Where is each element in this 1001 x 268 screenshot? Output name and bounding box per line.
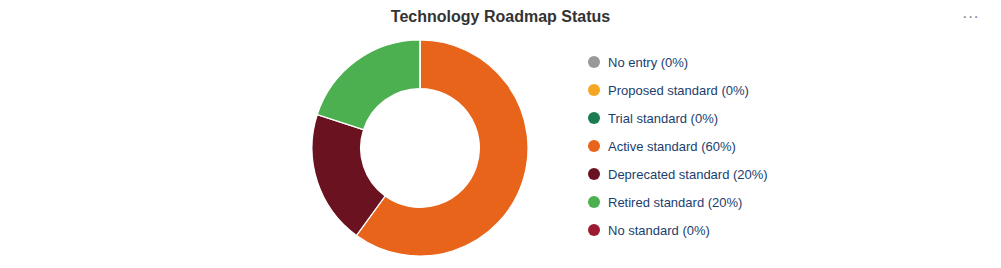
legend-label: Retired standard (20%) [608,195,742,210]
legend-swatch [588,112,600,124]
legend: No entry (0%) Proposed standard (0%) Trial… [588,55,768,238]
legend-label: Proposed standard (0%) [608,83,749,98]
legend-swatch [588,168,600,180]
legend-item: Retired standard (20%) [588,195,742,210]
legend-item: No standard (0%) [588,223,710,238]
legend-label: Deprecated standard (20%) [608,167,768,182]
slice [317,40,420,130]
legend-swatch [588,140,600,152]
legend-label: No entry (0%) [608,55,688,70]
legend-label: Active standard (60%) [608,139,736,154]
legend-item: No entry (0%) [588,55,688,70]
legend-swatch [588,84,600,96]
legend-item: Trial standard (0%) [588,111,718,126]
legend-label: Trial standard (0%) [608,111,718,126]
slices [312,40,528,256]
legend-item: Deprecated standard (20%) [588,167,768,182]
legend-label: No standard (0%) [608,223,710,238]
slice [419,40,420,89]
legend-swatch [588,56,600,68]
legend-swatch [588,224,600,236]
annotation: ··· [962,7,979,26]
title: Technology Roadmap Status [391,8,610,25]
slice [312,115,385,236]
slice [419,40,420,89]
chart-root: Technology Roadmap Status ··· No entry (0%… [0,0,1001,268]
legend-swatch [588,196,600,208]
slice [419,40,420,89]
slice [419,40,420,89]
legend-item: Active standard (60%) [588,139,736,154]
legend-item: Proposed standard (0%) [588,83,749,98]
